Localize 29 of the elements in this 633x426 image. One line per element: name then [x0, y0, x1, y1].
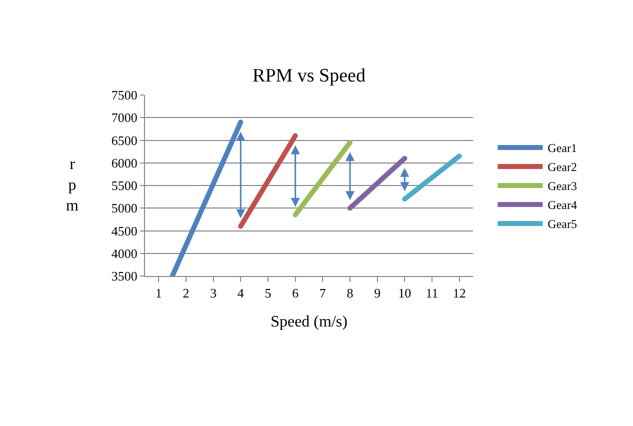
- x-tick-label: 1: [155, 286, 162, 301]
- x-tick-label: 7: [319, 286, 326, 301]
- legend-label: Gear4: [548, 198, 578, 212]
- x-tick-label: 11: [426, 286, 438, 301]
- x-tick-label: 2: [182, 286, 190, 301]
- x-tick-label: 6: [292, 286, 300, 301]
- y-tick-label: 5000: [111, 200, 138, 216]
- y-tick-label: 4500: [111, 223, 138, 238]
- y-tick-label: 7000: [111, 110, 138, 126]
- x-tick-label: 3: [210, 286, 217, 301]
- legend-label: Gear1: [548, 141, 578, 156]
- y-axis-title: rpm: [66, 156, 79, 215]
- x-tick-label: 4: [237, 286, 244, 301]
- x-tick-label: 9: [374, 286, 381, 301]
- x-tick-label: 8: [346, 286, 354, 301]
- x-tick-label: 5: [264, 286, 272, 301]
- legend-label: Gear2: [548, 160, 578, 174]
- y-tick-label: 6000: [111, 155, 138, 170]
- y-tick-label: 7500: [111, 88, 138, 103]
- y-tick-label: 3500: [111, 268, 138, 284]
- x-tick-label: 12: [452, 286, 466, 301]
- x-tick-label: 10: [398, 286, 412, 301]
- legend-label: Gear3: [548, 179, 578, 194]
- chart-title: RPM vs Speed: [252, 65, 366, 86]
- y-tick-label: 4000: [111, 246, 138, 261]
- y-tick-label: 6500: [111, 132, 138, 148]
- y-tick-label: 5500: [111, 178, 138, 194]
- legend-label: Gear5: [548, 217, 578, 232]
- x-axis-title: Speed (m/s): [270, 313, 348, 330]
